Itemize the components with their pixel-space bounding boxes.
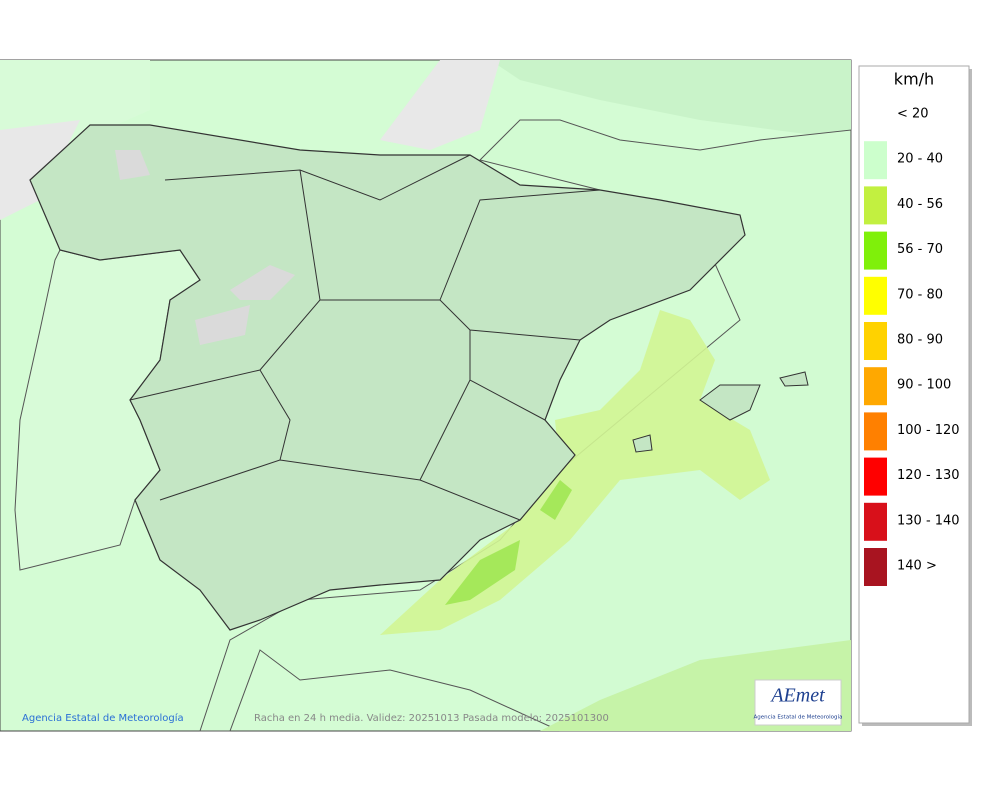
legend-swatch — [864, 276, 887, 315]
legend-swatch — [864, 231, 887, 270]
legend-label: 100 - 120 — [897, 423, 960, 438]
legend-label: 140 > — [897, 559, 937, 574]
logo-box — [754, 679, 842, 726]
logo-subtitle: Agencia Estatal de Meteorología — [754, 714, 843, 721]
legend-label: 80 - 90 — [897, 333, 943, 348]
legend-swatch — [864, 367, 887, 406]
legend-items: < 20 20 - 40 40 - 56 56 - 70 70 - 80 80 - 90 9… — [864, 96, 960, 586]
legend-swatch — [864, 502, 887, 541]
legend-label: 20 - 40 — [897, 152, 943, 167]
caption: Racha en 24 h media. Validez: 20251013 P… — [254, 713, 609, 724]
legend-title: km/h — [894, 70, 934, 89]
legend-label: 70 - 80 — [897, 287, 943, 302]
credit: Agencia Estatal de Meteorología — [22, 712, 184, 724]
no-data-area — [0, 120, 80, 220]
wind-area — [445, 540, 520, 605]
map: Agencia Estatal de Meteorología Racha en… — [0, 59, 852, 732]
legend-label: 56 - 70 — [897, 242, 943, 257]
legend-label: 40 - 56 — [897, 197, 943, 212]
legend-swatch — [864, 412, 887, 451]
legend-label: 90 - 100 — [897, 378, 951, 393]
wind-area — [380, 310, 770, 635]
legend-swatch — [864, 457, 887, 496]
wind-area — [540, 480, 572, 520]
legend-swatch — [864, 141, 887, 180]
legend-label: 130 - 140 — [897, 513, 960, 528]
no-data-area — [380, 60, 500, 150]
logo: AEmet — [769, 685, 825, 707]
legend-label: < 20 — [897, 107, 929, 122]
legend-label: 120 - 130 — [897, 468, 960, 483]
region-borders — [129, 154, 601, 521]
legend-swatch — [864, 96, 887, 134]
land-spain — [29, 124, 746, 631]
no-data-area — [115, 150, 295, 345]
sea-zone — [490, 60, 851, 140]
legend-swatch — [864, 186, 887, 225]
islands — [632, 371, 809, 453]
legend-swatch — [864, 322, 887, 360]
legend-swatch — [864, 548, 887, 586]
